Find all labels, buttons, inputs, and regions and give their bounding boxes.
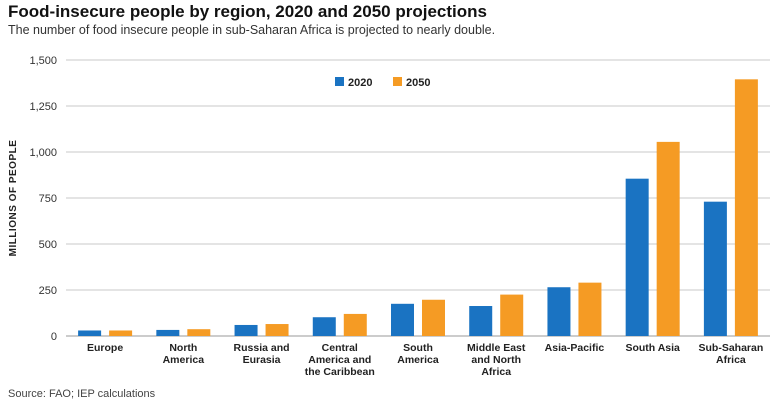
bar-2020 bbox=[78, 330, 102, 336]
bars bbox=[78, 79, 758, 336]
x-tick-label: Europe bbox=[87, 342, 123, 354]
x-tick-label-line: Russia and bbox=[234, 342, 290, 354]
x-tick-label-line: Sub-Saharan bbox=[699, 342, 764, 354]
x-tick-label: South America bbox=[397, 342, 439, 366]
x-tick-label-line: South Asia bbox=[625, 342, 680, 354]
x-tick-label-line: Central bbox=[322, 342, 358, 354]
bar-2020 bbox=[469, 306, 493, 336]
chart-subtitle: The number of food insecure people in su… bbox=[8, 23, 496, 37]
x-tick-label-line: South bbox=[403, 342, 433, 354]
bar-2020 bbox=[625, 178, 649, 336]
bar-2050 bbox=[343, 313, 367, 336]
bar-2020 bbox=[312, 317, 336, 336]
bar-2050 bbox=[187, 329, 211, 336]
x-tick-label: North America bbox=[163, 342, 205, 366]
x-tick-label: Asia-Pacific bbox=[545, 342, 605, 354]
bar-2020 bbox=[547, 287, 571, 336]
y-tick-label: 1,000 bbox=[29, 147, 57, 159]
bar-2020 bbox=[234, 324, 258, 336]
bar-2050 bbox=[734, 79, 758, 336]
bar-2050 bbox=[500, 294, 524, 336]
x-tick-label-line: Africa bbox=[481, 366, 511, 378]
legend-swatch-2050 bbox=[393, 77, 402, 86]
y-tick-label: 1,250 bbox=[29, 101, 57, 113]
legend: 2020 2050 bbox=[335, 77, 430, 89]
x-tick-label-line: and North bbox=[471, 354, 521, 366]
chart-title: Food-insecure people by region, 2020 and… bbox=[8, 2, 487, 21]
bar-2020 bbox=[391, 303, 414, 336]
bar-2050 bbox=[656, 141, 680, 336]
x-tick-label: Sub-Saharan Africa bbox=[699, 342, 764, 366]
legend-label-2020: 2020 bbox=[348, 77, 372, 89]
bar-2020 bbox=[156, 329, 180, 336]
x-tick-label: Middle East and North Africa bbox=[467, 342, 526, 378]
bar-2050 bbox=[578, 282, 602, 336]
x-tick-label-line: Middle East bbox=[467, 342, 526, 354]
bar-2050 bbox=[265, 324, 289, 336]
x-tick-label-line: Africa bbox=[716, 354, 746, 366]
y-axis-label: MILLIONS OF PEOPLE bbox=[8, 140, 19, 257]
x-tick-label: Russia and Eurasia bbox=[234, 342, 290, 366]
x-tick-label-line: the Caribbean bbox=[305, 366, 375, 378]
y-tick-label: 250 bbox=[39, 285, 57, 297]
x-tick-label-line: America bbox=[397, 354, 439, 366]
x-tick-label-line: Asia-Pacific bbox=[545, 342, 605, 354]
x-tick-label-line: North bbox=[169, 342, 197, 354]
x-tick-label-line: Europe bbox=[87, 342, 123, 354]
y-tick-label: 500 bbox=[39, 239, 57, 251]
legend-label-2050: 2050 bbox=[406, 77, 430, 89]
y-tick-label: 0 bbox=[51, 331, 57, 343]
x-tick-label: South Asia bbox=[625, 342, 680, 354]
x-tick-label-line: Eurasia bbox=[243, 354, 281, 366]
y-axis-ticks: 0 250 500 750 1,000 1,250 1,500 bbox=[29, 55, 57, 343]
y-tick-label: 1,500 bbox=[29, 55, 57, 67]
bar-2050 bbox=[422, 299, 445, 336]
gridlines bbox=[66, 59, 770, 337]
x-tick-label-line: America bbox=[163, 354, 205, 366]
x-tick-label-line: America and bbox=[308, 354, 371, 366]
legend-swatch-2020 bbox=[335, 77, 344, 86]
bar-2050 bbox=[109, 330, 133, 336]
y-tick-label: 750 bbox=[39, 193, 57, 205]
source-note: Source: FAO; IEP calculations bbox=[8, 388, 156, 400]
x-tick-label: Central America and the Caribbean bbox=[305, 342, 375, 378]
bar-2020 bbox=[703, 201, 727, 336]
